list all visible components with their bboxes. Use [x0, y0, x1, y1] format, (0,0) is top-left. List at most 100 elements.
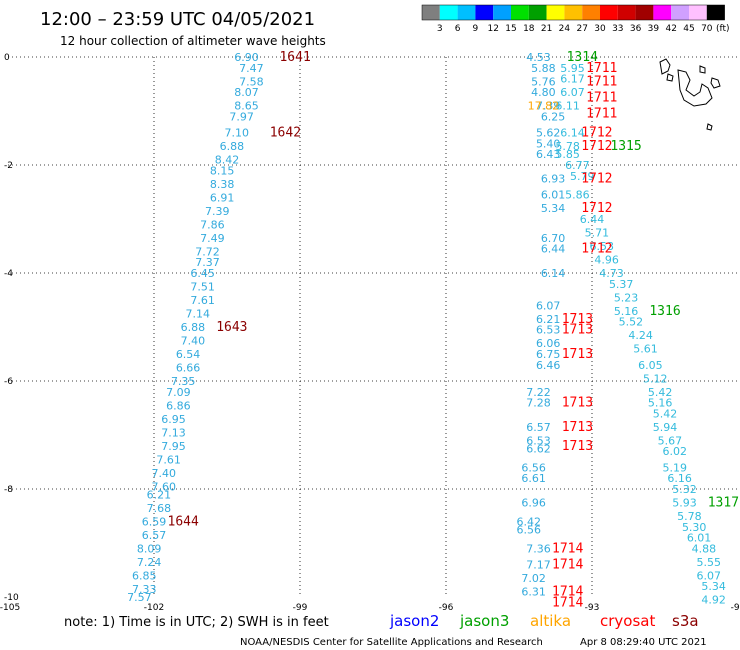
colorbar-swatch: [457, 5, 476, 20]
colorbar-label: 21: [541, 24, 552, 34]
x-tick-label: -99: [293, 603, 308, 613]
swh-value-jason3: 5.86: [565, 189, 590, 202]
swh-value-cryosat: 7.36: [526, 542, 551, 555]
colorbar-swatch: [528, 5, 547, 20]
swh-value-s3a: 7.51: [190, 281, 215, 294]
satellite-jason2: jason2: [389, 612, 439, 630]
swh-value-s3a: 7.97: [229, 110, 254, 123]
colorbar-label: 39: [648, 24, 660, 34]
pass-number-label: 1713: [562, 347, 593, 362]
swh-value-jason3: 6.16: [667, 472, 692, 485]
swh-value-s3a: 7.10: [224, 127, 249, 140]
swh-value-s3a: 7.86: [200, 218, 225, 231]
swh-value-s3a: 6.85: [132, 569, 157, 582]
swh-value-jason3: 6.07: [697, 569, 722, 582]
swh-value-s3a: 7.39: [205, 205, 230, 218]
swh-value-s3a: 6.66: [176, 362, 201, 375]
swh-value-cryosat: 6.25: [541, 110, 566, 123]
swh-value-jason3: 6.77: [565, 159, 590, 172]
swh-value-jason3: 6.01: [687, 532, 712, 545]
swh-value-cryosat: 5.62: [536, 127, 561, 140]
colorbar-swatch: [671, 5, 689, 20]
swh-value-s3a: 7.58: [239, 75, 264, 88]
colorbar-label: 12: [487, 24, 498, 34]
swh-value-s3a: 6.86: [166, 399, 191, 412]
pass-number-label: 1713: [562, 323, 593, 338]
swh-value-jason3: 5.30: [682, 521, 707, 534]
swh-value-cryosat: 6.62: [526, 443, 551, 456]
swh-value-s3a: 7.60: [151, 480, 176, 493]
swh-value-s3a: 6.90: [234, 51, 259, 64]
colorbar-swatch: [653, 5, 672, 20]
satellite-cryosat: cryosat: [600, 612, 655, 630]
swh-value-jason3: 5.78: [555, 140, 580, 153]
pass-number-label: 1711: [586, 74, 617, 89]
swh-value-jason3: 5.19: [662, 461, 687, 474]
x-tick-label: -93: [585, 603, 600, 613]
pass-number-label: 1317: [708, 496, 739, 511]
swh-value-s3a: 7.47: [239, 62, 264, 75]
colorbar-unit: (ft): [716, 24, 730, 34]
swh-value-s3a: 8.38: [210, 178, 235, 191]
pass-number-label: 1711: [586, 91, 617, 106]
swh-value-jason3: 6.53: [589, 240, 614, 253]
swh-value-jason3: 4.73: [599, 267, 624, 280]
pass-number-label: 1711: [586, 61, 617, 76]
pass-number-label: 1714: [552, 541, 583, 556]
swh-value-cryosat: 6.31: [521, 586, 546, 599]
swh-value-jason3: 5.16: [614, 305, 639, 318]
colorbar-label: 45: [683, 24, 694, 34]
swh-value-jason3: 6.17: [560, 73, 585, 86]
grid: [8, 56, 738, 597]
swh-value-jason3: 6.14: [560, 127, 585, 140]
swh-value-jason3: 6.02: [662, 445, 687, 458]
colorbar-label: 36: [630, 24, 642, 34]
colorbar-label: 9: [473, 24, 479, 34]
swh-value-s3a: 7.49: [200, 232, 225, 245]
satellite-altika: altika: [530, 612, 571, 630]
swh-value-s3a: 7.68: [147, 502, 172, 515]
swh-value-cryosat: 6.01: [541, 189, 566, 202]
pass-number-label: 1713: [562, 312, 593, 327]
swh-value-s3a: 7.61: [190, 294, 215, 307]
swh-value-cryosat: 6.61: [521, 472, 546, 485]
swh-value-jason3: 5.42: [648, 386, 673, 399]
swh-value-cryosat: 5.76: [531, 75, 556, 88]
colorbar-swatch: [706, 5, 725, 20]
swh-value-jason3: 5.79: [570, 170, 595, 183]
pass-number-label: 1643: [216, 320, 247, 335]
swh-value-jason3: 5.67: [658, 434, 683, 447]
swh-value-s3a: 8.65: [234, 100, 259, 113]
colorbar-swatch: [475, 5, 494, 20]
swh-value-cryosat: 6.14: [541, 267, 566, 280]
footer-credit: NOAA/NESDIS Center for Satellite Applica…: [240, 637, 543, 648]
colorbar-label: 6: [455, 24, 461, 34]
colorbar-swatch: [546, 5, 565, 20]
y-tick-label: -4: [4, 269, 13, 279]
x-tick-label: -105: [0, 603, 20, 613]
swh-value-cryosat: 7.28: [526, 397, 551, 410]
colorbar-swatch: [689, 5, 707, 20]
swh-value-s3a: 6.91: [210, 191, 235, 204]
swh-value-s3a: 6.21: [147, 488, 172, 501]
x-tick-label: -96: [439, 603, 454, 613]
colorbar-label: 27: [576, 24, 587, 34]
pass-number-label: 1714: [552, 585, 583, 600]
satellite-jason3: jason3: [459, 612, 509, 630]
x-tick-label: -90: [731, 603, 740, 613]
footer-timestamp: Apr 8 08:29:40 UTC 2021: [580, 637, 707, 648]
swh-value-cryosat: 5.40: [536, 137, 561, 150]
swh-value-jason3: 5.94: [653, 421, 678, 434]
swh-value-jason3: 6.11: [555, 100, 580, 113]
swh-value-cryosat: 6.07: [536, 299, 561, 312]
colorbar-label: 30: [594, 24, 606, 34]
swh-value-s3a: 7.14: [186, 308, 211, 321]
swh-value-cryosat: 6.46: [536, 359, 561, 372]
swh-value-cryosat: 5.88: [531, 62, 556, 75]
swh-value-cryosat: 6.53: [526, 434, 551, 447]
swh-value-jason3: 4.96: [594, 254, 619, 267]
swh-value-s3a: 6.88: [181, 321, 206, 334]
swh-value-jason3: 4.88: [692, 542, 717, 555]
swh-value-s3a: 7.09: [166, 386, 191, 399]
